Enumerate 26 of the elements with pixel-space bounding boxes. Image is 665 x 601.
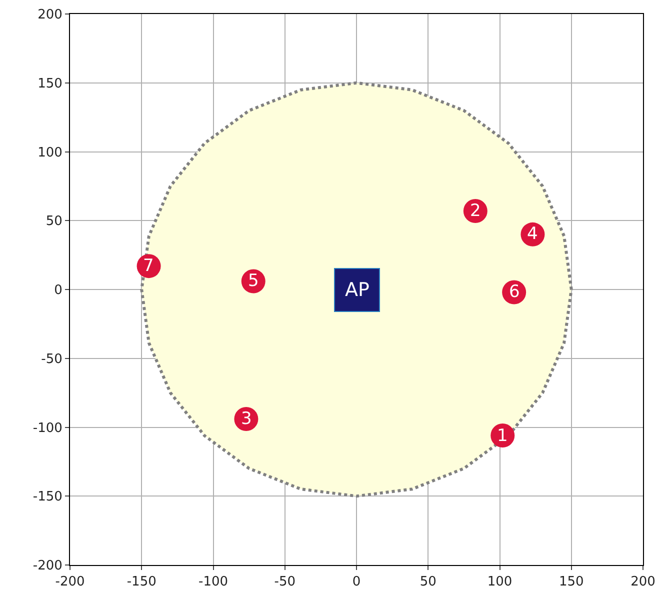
x-tick-label: -100 (198, 574, 228, 590)
y-tick-label: 50 (46, 214, 62, 230)
annotation: 7 (143, 256, 154, 276)
y-tick-label: -200 (32, 558, 62, 574)
annotation: 5 (248, 271, 259, 291)
x-tick-label: 50 (420, 574, 436, 590)
annotation: 1 (497, 426, 508, 446)
x-tick-label: -150 (126, 574, 156, 590)
x-tick-label: 0 (352, 574, 361, 590)
y-tick-label: -100 (32, 420, 62, 436)
annotation: 4 (527, 224, 538, 244)
y-tick-label: 0 (54, 283, 62, 298)
y-tick-label: 150 (38, 76, 62, 92)
y-tick-label: 100 (38, 145, 62, 160)
annotation: 3 (241, 409, 252, 429)
x-tick-label: 100 (487, 574, 512, 590)
x-tick-label: 200 (630, 574, 656, 590)
x-tick-label: 150 (558, 574, 584, 590)
x-tick-label: -50 (274, 574, 296, 590)
annotation: AP (345, 279, 370, 301)
annotation: 2 (470, 201, 481, 221)
x-tick-label: -200 (55, 574, 85, 590)
y-tick-label: -50 (41, 352, 62, 367)
y-tick-label: 200 (38, 8, 62, 23)
y-tick-label: -150 (32, 490, 62, 505)
annotation: 6 (509, 282, 520, 302)
